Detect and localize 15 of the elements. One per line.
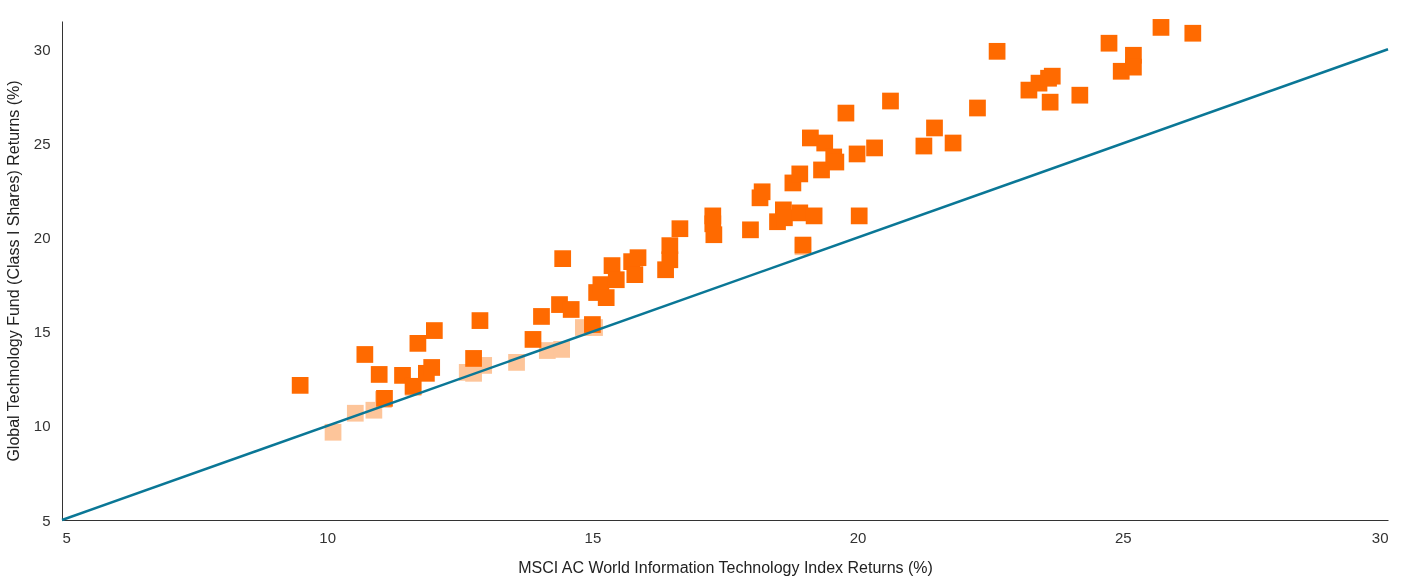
x-tick-label: 30 [1371,528,1389,546]
y-tick-label: 15 [33,323,51,341]
x-tick-label: 25 [1114,528,1132,546]
y-tick-label: 5 [42,511,51,529]
x-tick-label: 20 [849,528,867,546]
y-tick-label: 10 [33,417,51,435]
y-tick-label: 20 [33,229,51,247]
y-axis-title: Global Technology Fund (Class I Shares) Returns (%) [4,80,22,462]
x-axis-title: MSCI AC World Information Technology Index Returns (%) [518,558,933,576]
y-tick-label: 30 [33,40,51,58]
y-tick-label: 25 [33,134,51,152]
x-tick-label: 15 [584,528,602,546]
x-tick-label: 10 [319,528,337,546]
point [324,423,342,441]
x-tick-label: 5 [62,528,71,546]
